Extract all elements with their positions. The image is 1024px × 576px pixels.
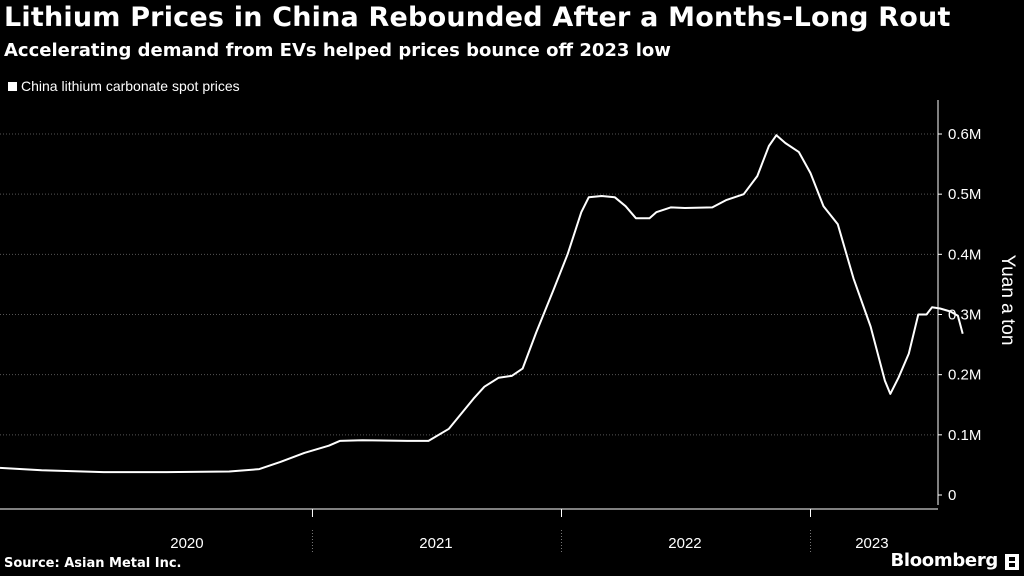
y-tick-label: 0.4M	[948, 246, 981, 263]
x-tick-label: 2021	[419, 535, 452, 552]
y-tick-label: 0.3M	[948, 307, 981, 324]
chart-subtitle: Accelerating demand from EVs helped pric…	[4, 40, 671, 61]
brand-name: Bloomberg	[890, 550, 998, 571]
x-tick-label: 2020	[170, 535, 203, 552]
chart-title: Lithium Prices in China Rebounded After …	[4, 2, 951, 33]
y-tick-label: 0	[948, 487, 956, 504]
y-axis-title: Yuan a ton	[997, 255, 1018, 346]
bloomberg-logo-icon	[1005, 554, 1019, 570]
legend: China lithium carbonate spot prices	[8, 78, 240, 94]
x-tick-label: 2022	[668, 535, 701, 552]
y-tick-label: 0.6M	[948, 126, 981, 143]
y-tick-label: 0.5M	[948, 186, 981, 203]
source-note: Source: Asian Metal Inc.	[4, 556, 182, 571]
series-line	[0, 134, 964, 474]
y-tick-label: 0.2M	[948, 367, 981, 384]
x-tick-label: 2023	[855, 535, 888, 552]
y-tick-label: 0.1M	[948, 427, 981, 444]
legend-swatch	[8, 81, 17, 91]
legend-label: China lithium carbonate spot prices	[21, 78, 240, 94]
